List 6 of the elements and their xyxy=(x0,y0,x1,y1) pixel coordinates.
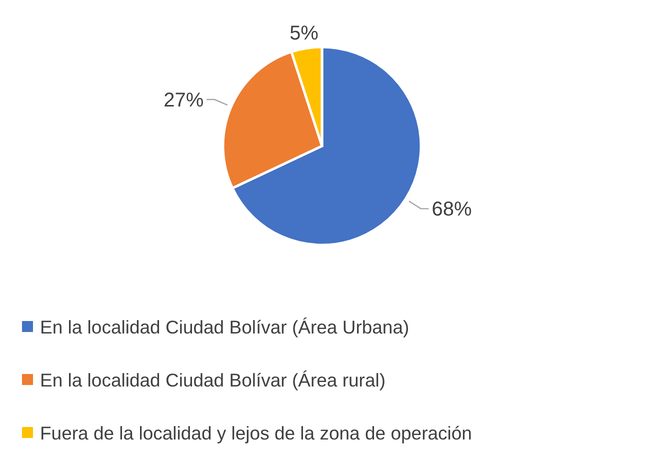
data-label: 5% xyxy=(290,22,319,44)
legend-label: En la localidad Ciudad Bolívar (Área rural) xyxy=(40,369,386,390)
legend-label: En la localidad Ciudad Bolívar (Área Urbana) xyxy=(40,316,410,338)
data-label: 68% xyxy=(432,198,472,221)
legend-label: Fuera de la localidad y lejos de la zona de operación xyxy=(40,422,472,444)
data-label: 27% xyxy=(164,90,204,112)
